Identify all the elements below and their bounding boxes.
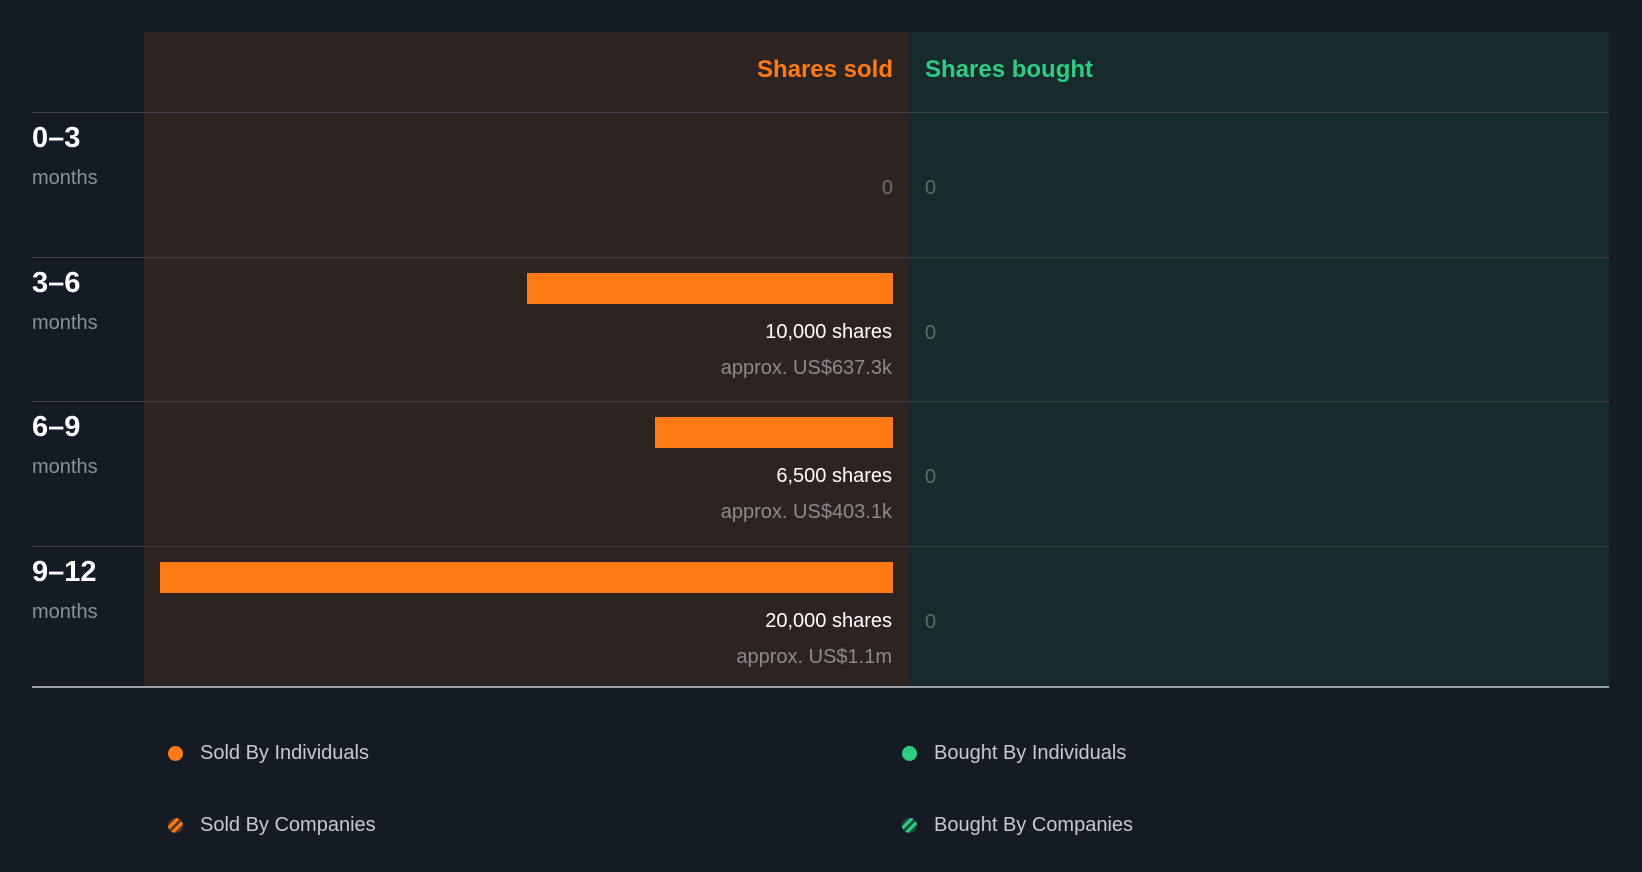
legend-sold-individuals: Sold By Individuals (168, 742, 369, 765)
green-dot-icon (902, 746, 917, 761)
period-unit: months (32, 167, 98, 189)
sold-bar (526, 272, 893, 304)
sold-bar (654, 417, 893, 448)
period-label: 3–6 months (32, 267, 98, 335)
chart-baseline (32, 686, 1609, 688)
sold-shares-label: 10,000 shares (765, 320, 892, 343)
bought-zero-label: 0 (925, 177, 937, 199)
period-label: 6–9 months (32, 411, 98, 479)
orange-striped-dot-icon (168, 818, 183, 833)
period-unit: months (32, 600, 98, 623)
bought-zero-label: 0 (925, 321, 937, 344)
sold-bar (160, 561, 893, 593)
bought-zero-label: 0 (925, 610, 937, 633)
sold-approx-value: approx. US$403.1k (720, 501, 892, 523)
sold-shares-label: 6,500 shares (776, 465, 892, 487)
period-range: 3–6 (32, 266, 81, 299)
bought-zero-label: 0 (925, 466, 937, 488)
legend-sold-companies: Sold By Companies (168, 814, 376, 837)
sold-shares-label: 20,000 shares (765, 609, 892, 632)
shares-bought-panel (909, 32, 1609, 687)
legend-label: Bought By Individuals (934, 742, 1127, 764)
period-label: 0–3 months (32, 122, 98, 190)
legend-label: Sold By Individuals (200, 742, 369, 764)
header-shares-bought: Shares bought (925, 56, 1094, 83)
sold-zero-label: 0 (881, 177, 893, 199)
row-divider (32, 401, 1609, 402)
green-striped-dot-icon (902, 818, 917, 833)
header-shares-sold: Shares sold (756, 56, 893, 83)
legend-bought-companies: Bought By Companies (902, 814, 1133, 837)
period-range: 6–9 (32, 411, 81, 443)
period-unit: months (32, 456, 98, 478)
row-divider (32, 256, 1609, 258)
orange-dot-icon (168, 746, 183, 761)
sold-approx-value: approx. US$1.1m (736, 645, 892, 668)
period-range: 9–12 (32, 555, 97, 588)
sold-approx-value: approx. US$637.3k (720, 356, 892, 379)
period-unit: months (32, 311, 98, 334)
legend-label: Bought By Companies (934, 814, 1134, 836)
period-label: 9–12 months (32, 556, 98, 624)
row-divider (32, 545, 1609, 547)
row-divider (32, 112, 1609, 113)
legend-label: Sold By Companies (200, 814, 376, 836)
legend-bought-individuals: Bought By Individuals (902, 742, 1126, 765)
period-range: 0–3 (32, 122, 81, 154)
